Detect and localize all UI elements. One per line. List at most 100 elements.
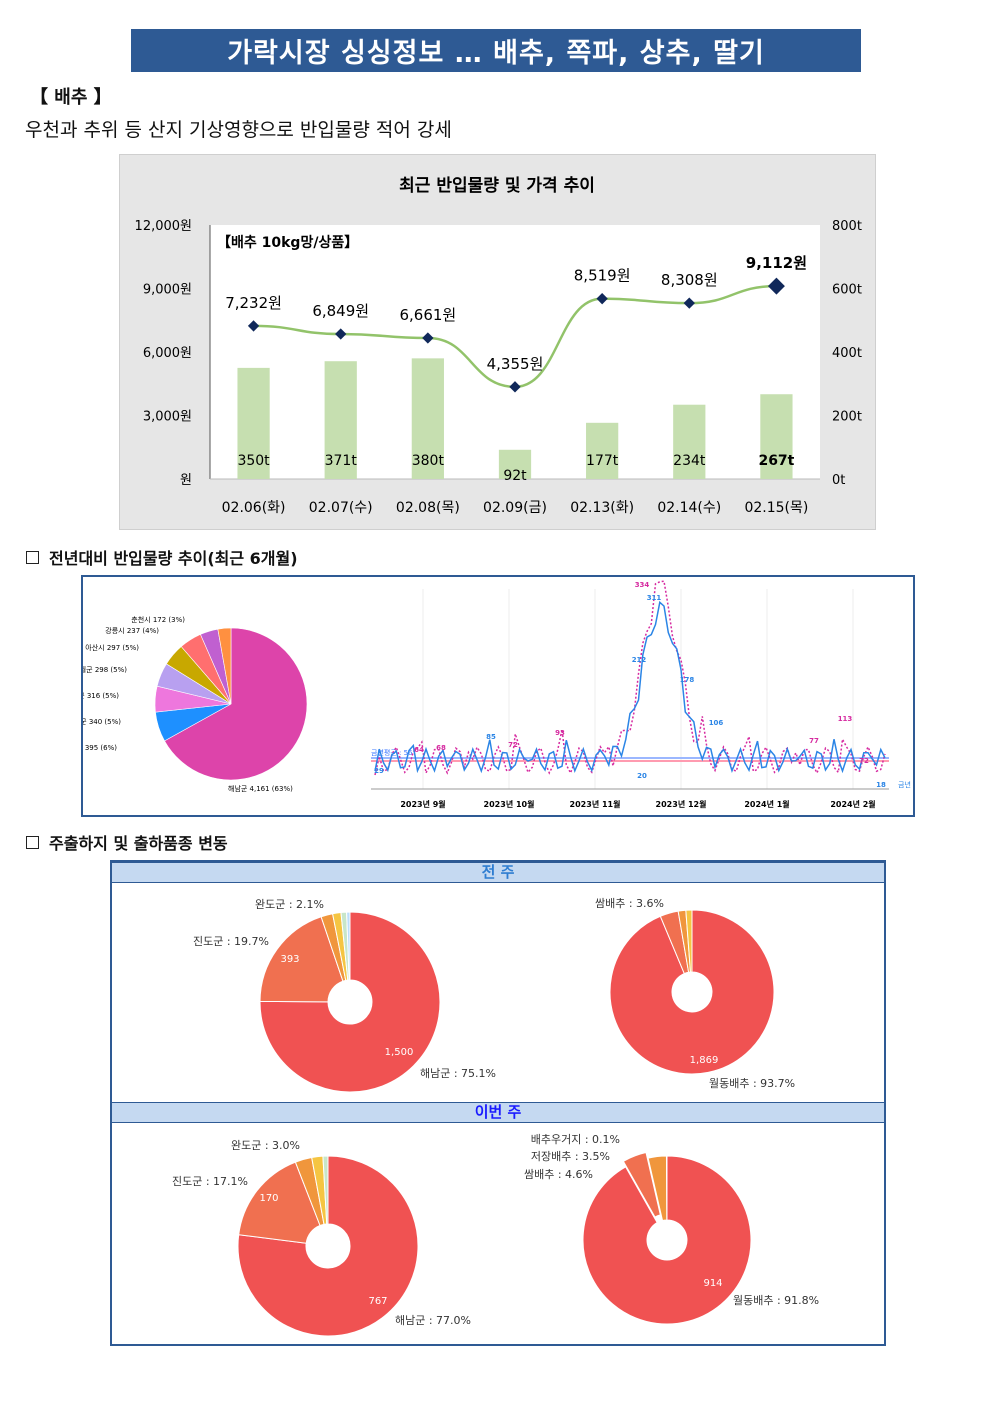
volume-bar — [760, 394, 793, 479]
donut-label: 완도군 : 2.1% — [255, 898, 324, 911]
x-tick-label: 02.13(화) — [570, 500, 634, 516]
trend-prev-year-line — [374, 580, 886, 776]
trend-legend: 금년 — [898, 780, 911, 789]
donut-label: 쌈배추 : 4.6% — [524, 1168, 593, 1181]
volume-bar — [586, 422, 619, 479]
origin-pie-label: 해남군 4,161 (63%) — [228, 784, 293, 793]
chart-annotation: 【배추 10kg망/상품】 — [217, 234, 358, 251]
origin-pie-slice — [164, 627, 308, 781]
left-tick-label: 6,000원 — [143, 346, 192, 361]
right-tick-label: 800t — [832, 219, 862, 234]
trend-panel: 해남군 4,161 (63%) 괴산군 395 (6%) 영양군 340 (5%) 고… — [63, 575, 915, 817]
donut-svg: 완도군 : 2.1% 진도군 : 19.7% 해남군 : 75.1% 393 1,500… — [172, 897, 819, 1337]
price-marker — [509, 381, 521, 393]
trend-peak-label: 64 — [414, 746, 424, 754]
donut-slice — [238, 1161, 321, 1244]
donut-label: 진도군 : 17.1% — [172, 1175, 248, 1188]
bar-value-label: 350t — [237, 453, 270, 469]
trend-this-year-line — [374, 600, 886, 774]
x-tick-label: 02.15(목) — [744, 500, 808, 516]
trend-peak-label: 72 — [859, 757, 869, 765]
trend-peak-label: 85 — [486, 733, 496, 741]
volume-bar — [324, 361, 357, 479]
this-week-band: 이번 주 — [112, 1102, 884, 1123]
volume-bar — [498, 449, 532, 479]
checkbox-icon — [26, 835, 39, 849]
donut-slice — [582, 1155, 752, 1325]
bar-value-label: 234t — [673, 453, 706, 469]
donut-label: 배추우거지 : 0.1% — [531, 1133, 620, 1146]
volume-bar — [411, 358, 444, 479]
donut-label: 1,869 — [690, 1055, 719, 1066]
right-tick-label: 600t — [832, 283, 862, 298]
trend-heading-text: 전년대비 반입물량 추이(최근 6개월) — [49, 549, 298, 568]
trend-peak-label: 311 — [647, 594, 662, 602]
price-marker — [422, 332, 434, 344]
trend-peak-label: 106 — [709, 719, 724, 727]
donut-label: 쌈배추 : 3.6% — [595, 897, 664, 910]
origin-pie-label: 영양군 340 (5%) — [83, 717, 121, 726]
trend-x-label: 2023년 11월 — [570, 799, 621, 809]
trend-peak-label: 178 — [680, 676, 695, 684]
x-tick-label: 02.07(수) — [309, 500, 373, 516]
bar-value-label: 177t — [586, 453, 619, 469]
donut-slice — [237, 1155, 419, 1337]
donut-slice — [322, 1155, 329, 1225]
donut-label: 완도군 : 3.0% — [231, 1139, 300, 1152]
donut-slice — [609, 909, 775, 1075]
price-value-label: 6,661원 — [399, 306, 456, 324]
trend-avg-label: 금년평균 : 56 — [371, 748, 413, 757]
donut-slice — [346, 911, 351, 981]
trend-peak-label: 29 — [374, 767, 384, 775]
checkbox-icon — [26, 550, 39, 564]
ship-heading-text: 주출하지 및 출하품종 변동 — [49, 834, 228, 853]
bar-value-label: 380t — [412, 453, 445, 469]
origin-pie-label: 아산시 297 (5%) — [85, 643, 139, 652]
trend-peak-label: 18 — [876, 781, 886, 789]
price-marker — [683, 297, 695, 309]
trend-peak-label: 72 — [508, 741, 518, 749]
origin-pie-label: 강릉시 237 (4%) — [105, 626, 159, 635]
donut-label: 170 — [259, 1193, 278, 1204]
trend-peak-label: 113 — [838, 715, 853, 723]
bar-value-label: 92t — [503, 468, 527, 484]
trend-peak-label: 334 — [635, 581, 650, 589]
price-marker — [767, 277, 785, 295]
donut-slice — [259, 916, 344, 1003]
trend-x-label: 2024년 2월 — [830, 799, 875, 809]
trend-peak-label: 20 — [637, 772, 647, 780]
trend-peak-label: 93 — [555, 729, 565, 737]
volume-bar — [237, 367, 270, 479]
trend-x-label: 2024년 1월 — [744, 799, 789, 809]
donut-slice — [685, 909, 693, 973]
price-value-label: 4,355원 — [487, 355, 544, 373]
left-tick-label: 9,000원 — [143, 283, 192, 298]
section-heading: 【 배추 】 — [30, 87, 112, 108]
combo-chart-svg: 최근 반입물량 및 가격 추이 【배추 10kg망/상품】 원 3,000원 6,0… — [135, 176, 862, 516]
origin-pie-label: 괴산군 395 (6%) — [83, 743, 117, 752]
x-tick-label: 02.14(수) — [657, 500, 721, 516]
chart-title: 최근 반입물량 및 가격 추이 — [399, 176, 595, 196]
price-marker — [247, 320, 260, 332]
plot-area — [210, 225, 820, 479]
price-value-label: 8,519원 — [574, 267, 631, 285]
trend-peak-label: 77 — [809, 737, 819, 745]
prev-week-band: 전 주 — [112, 862, 884, 883]
x-tick-label: 02.08(목) — [396, 500, 460, 516]
right-tick-label: 200t — [832, 410, 862, 425]
trend-peak-label: 68 — [436, 744, 446, 752]
donut-slice — [622, 1151, 661, 1218]
x-tick-label: 02.09(금) — [483, 500, 547, 516]
bar-value-label: 267t — [758, 453, 794, 469]
donut-label: 월동배추 : 93.7% — [709, 1077, 795, 1090]
price-volume-chart: 최근 반입물량 및 가격 추이 【배추 10kg망/상품】 원 3,000원 6,0… — [119, 154, 876, 530]
donut-label: 월동배추 : 91.8% — [733, 1294, 819, 1307]
section-description: 우천과 추위 등 산지 기상영향으로 반입물량 적어 강세 — [25, 119, 452, 141]
bar-value-label: 371t — [325, 453, 358, 469]
trend-peak-label: 212 — [632, 656, 647, 664]
left-tick-label: 12,000원 — [135, 219, 192, 234]
right-tick-label: 400t — [832, 346, 862, 361]
trend-x-label: 2023년 10월 — [484, 799, 535, 809]
donut-label: 914 — [703, 1278, 722, 1289]
trend-heading: 전년대비 반입물량 추이(최근 6개월) — [26, 545, 298, 569]
